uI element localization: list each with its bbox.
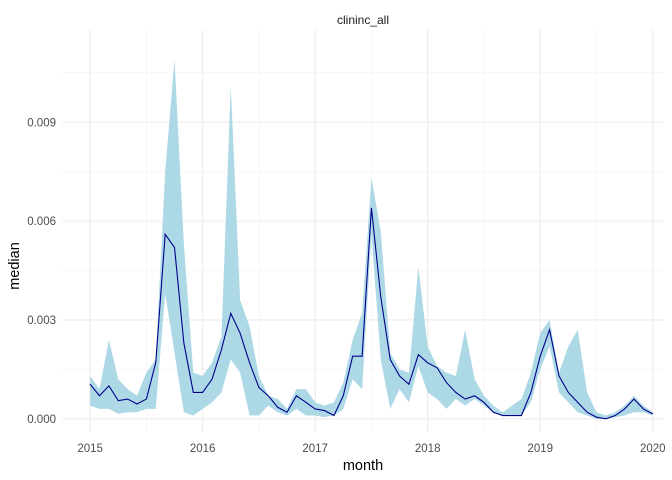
y-axis-title: median bbox=[7, 242, 23, 290]
y-tick-label: 0.003 bbox=[27, 315, 56, 327]
x-tick-label: 2020 bbox=[640, 443, 666, 455]
panel-label: clininc_all bbox=[337, 13, 389, 27]
x-axis-title: month bbox=[343, 458, 383, 474]
y-axis-ticks: 0.000 0.003 0.006 0.009 bbox=[27, 117, 56, 426]
x-tick-label: 2015 bbox=[77, 443, 103, 455]
y-tick-label: 0.009 bbox=[27, 117, 56, 129]
x-tick-label: 2016 bbox=[190, 443, 216, 455]
x-tick-label: 2019 bbox=[527, 443, 553, 455]
median-line bbox=[89, 207, 654, 420]
confidence-band bbox=[90, 59, 653, 419]
x-tick-label: 2017 bbox=[302, 443, 328, 455]
x-tick-label: 2018 bbox=[415, 443, 441, 455]
x-axis-ticks: 2015 2016 2017 2018 2019 2020 bbox=[77, 443, 665, 455]
y-tick-label: 0.000 bbox=[27, 414, 56, 426]
y-tick-label: 0.006 bbox=[27, 216, 56, 228]
